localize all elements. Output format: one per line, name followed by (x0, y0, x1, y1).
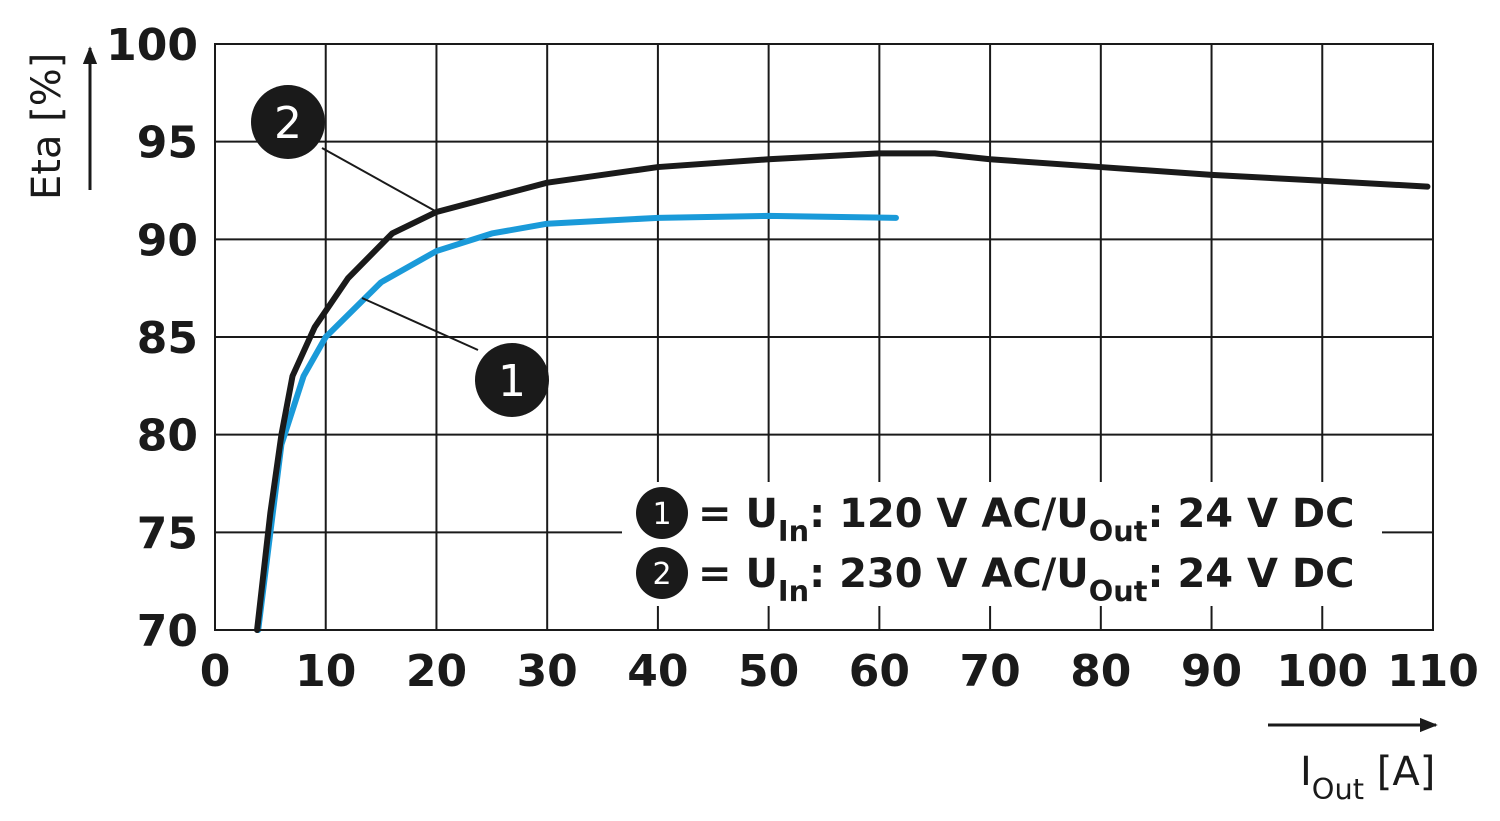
badge (251, 85, 325, 159)
y-tick-label: 90 (137, 215, 198, 266)
text-part: : 230 V AC/U (809, 551, 1089, 597)
x-tick-label: 100 (1276, 646, 1368, 697)
y-tick-label: 85 (137, 313, 198, 364)
badge (475, 343, 549, 417)
badge (636, 547, 688, 599)
x-tick-label: 10 (295, 646, 356, 697)
text-part: I (1300, 749, 1312, 795)
leader-line (361, 297, 479, 351)
x-tick-label: 30 (517, 646, 578, 697)
subscript: In (778, 574, 809, 608)
legend-text: = UIn: 230 V AC/UOut: 24 V DC (698, 551, 1354, 608)
y-tick-label: 95 (137, 118, 198, 169)
subscript: Out (1089, 574, 1148, 608)
text-part: = U (698, 491, 778, 537)
y-tick-label: 100 (106, 20, 198, 71)
subscript: Out (1312, 772, 1364, 806)
data-line (254, 150, 1431, 633)
x-tick-label: 0 (200, 646, 231, 697)
text-part: [A] (1364, 749, 1435, 795)
x-axis-label: IOut [A] (1300, 749, 1435, 806)
text-part: = U (698, 551, 778, 597)
badge-label: 1 (498, 356, 526, 407)
badge-label: 2 (652, 557, 671, 592)
badge (636, 487, 688, 539)
text-part: : 24 V DC (1148, 551, 1355, 597)
x-tick-label: 40 (627, 646, 688, 697)
plot-frame (214, 43, 1434, 631)
y-tick-label: 80 (137, 411, 198, 462)
subscript: Out (1089, 514, 1148, 548)
x-tick-label: 60 (849, 646, 910, 697)
x-tick-label: 20 (406, 646, 467, 697)
y-tick-label: 70 (137, 606, 198, 657)
x-tick-label: 80 (1070, 646, 1131, 697)
text-part: : 24 V DC (1148, 491, 1355, 537)
badge-label: 1 (652, 497, 671, 532)
x-tick-label: 110 (1387, 646, 1479, 697)
leader-line (321, 147, 438, 213)
y-tick-label: 75 (137, 508, 198, 559)
y-axis-label: Eta [%] (24, 53, 70, 200)
legend-text: = UIn: 120 V AC/UOut: 24 V DC (698, 491, 1354, 548)
x-tick-label: 50 (738, 646, 799, 697)
badge-label: 2 (274, 98, 302, 149)
x-tick-label: 70 (959, 646, 1020, 697)
legend-box (622, 482, 1382, 606)
text-part: : 120 V AC/U (809, 491, 1089, 537)
subscript: In (778, 514, 809, 548)
x-tick-label: 90 (1181, 646, 1242, 697)
